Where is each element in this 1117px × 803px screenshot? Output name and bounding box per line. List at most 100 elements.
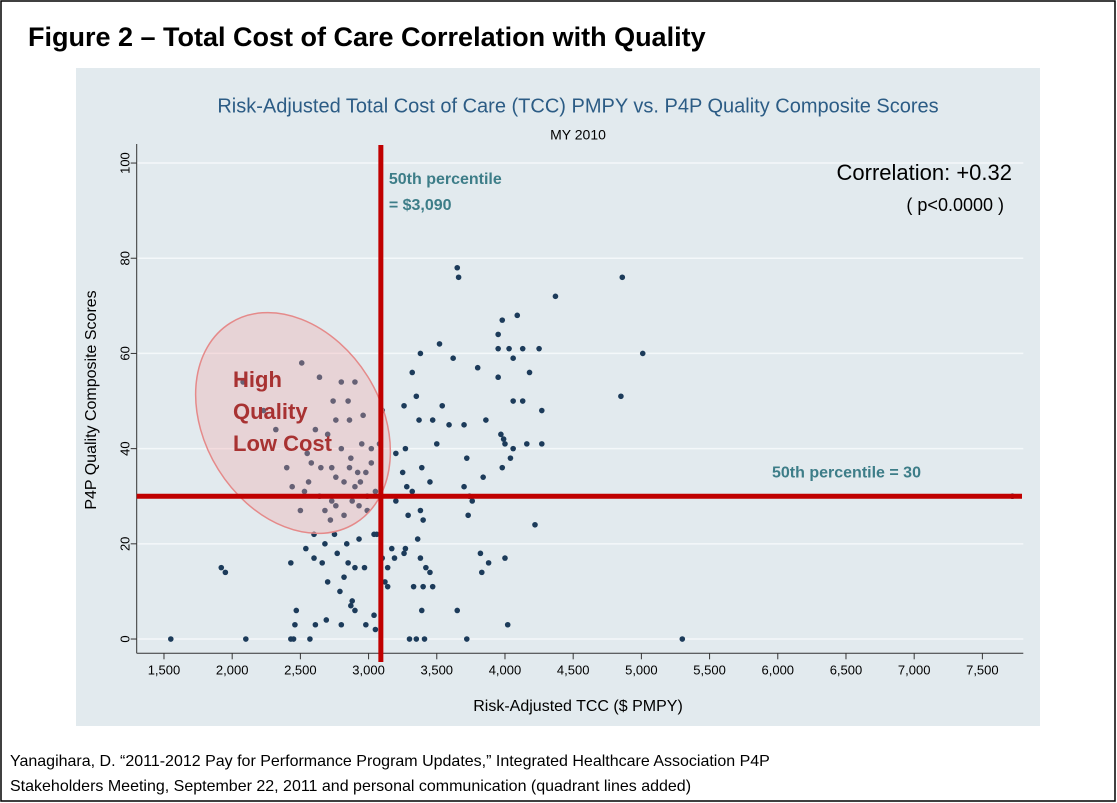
data-point (420, 517, 426, 523)
data-point (399, 469, 406, 476)
data-point (679, 636, 686, 642)
data-point (218, 564, 225, 571)
caption-line: Stakeholders Meeting, September 22, 2011… (10, 778, 691, 795)
data-point (338, 621, 345, 628)
data-point (352, 607, 358, 614)
data-point (427, 479, 433, 485)
y-tick-label: 20 (117, 537, 132, 551)
data-point (507, 455, 514, 461)
data-point (423, 564, 429, 571)
data-point (427, 569, 433, 576)
data-point (338, 379, 345, 385)
data-point (349, 498, 356, 504)
data-point (312, 621, 319, 628)
data-point (409, 369, 416, 376)
data-point (500, 436, 507, 442)
data-point (289, 483, 295, 490)
data-point (403, 483, 410, 490)
data-point (539, 441, 545, 447)
data-point (345, 398, 351, 404)
data-point (405, 512, 411, 519)
data-point (363, 469, 369, 476)
data-point (446, 422, 452, 428)
data-point (413, 393, 420, 400)
x-tick-label: 5,000 (625, 663, 658, 678)
x-tick-label: 7,000 (898, 663, 931, 678)
data-point (330, 398, 336, 404)
data-point (373, 531, 380, 538)
data-point (331, 531, 338, 538)
data-point (341, 512, 347, 519)
data-point (357, 479, 364, 485)
data-point (393, 498, 399, 504)
data-point (510, 355, 516, 361)
y-tick-label: 60 (117, 346, 132, 360)
chart-panel (76, 68, 1040, 726)
data-point (298, 360, 305, 366)
data-point (384, 564, 391, 571)
data-point (514, 312, 521, 319)
data-point (502, 555, 508, 561)
data-point (356, 502, 362, 509)
data-point (429, 417, 436, 423)
annotation: Correlation: +0.32 (837, 160, 1013, 185)
reference-label: 50th percentile = 30 (772, 464, 921, 481)
data-point (371, 612, 377, 619)
data-point (368, 445, 375, 452)
data-point (519, 398, 526, 404)
data-point (319, 560, 326, 566)
data-point (328, 464, 335, 471)
data-point (477, 550, 484, 557)
data-point (341, 479, 347, 485)
data-point (413, 636, 420, 642)
highlight-text: Quality (233, 399, 308, 424)
chart-title: Risk-Adjusted Total Cost of Care (TCC) P… (217, 95, 938, 117)
data-point (439, 402, 446, 409)
data-point (372, 626, 379, 633)
data-point (502, 441, 508, 447)
data-point (341, 574, 347, 580)
data-point (356, 536, 362, 542)
data-point (346, 417, 353, 423)
reference-label: 50th percentile (389, 171, 502, 188)
caption-line: Yanagihara, D. “2011-2012 Pay for Perfor… (10, 753, 770, 770)
y-tick-label: 80 (117, 251, 132, 265)
data-point (333, 474, 339, 480)
data-point (290, 636, 297, 642)
x-tick-label: 5,500 (693, 663, 726, 678)
data-point (526, 369, 533, 376)
plot-layer: 0 20 40 60 80 100 1,500 2,000 2,500 3,000 3,500 4,0… (117, 144, 1024, 678)
data-point (499, 317, 506, 323)
figure-title: Figure 2 – Total Cost of Care Correlatio… (28, 22, 706, 52)
highlight-text: High (233, 367, 282, 392)
data-point (429, 583, 436, 590)
data-point (368, 460, 375, 466)
data-point (240, 379, 246, 385)
data-point (393, 450, 399, 457)
data-point (292, 621, 298, 628)
data-point (324, 579, 331, 585)
data-point (168, 636, 174, 642)
data-point (333, 417, 339, 423)
data-point (328, 498, 335, 504)
data-point (402, 545, 409, 552)
data-point (391, 555, 398, 561)
x-tick-label: 2,000 (216, 663, 249, 678)
data-point (361, 564, 368, 571)
highlight-text: Low Cost (233, 431, 333, 456)
reference-label: = $3,090 (389, 197, 452, 214)
x-tick-label: 2,500 (284, 663, 317, 678)
data-point (474, 364, 481, 371)
y-tick-label: 0 (117, 635, 132, 642)
data-point (463, 455, 470, 461)
x-axis-title: Risk-Adjusted TCC ($ PMPY) (473, 698, 683, 715)
data-point (352, 564, 358, 571)
data-point (322, 541, 328, 547)
data-point (308, 460, 315, 466)
data-point (222, 569, 229, 576)
x-tick-label: 6,500 (830, 663, 863, 678)
data-point (417, 507, 424, 514)
data-point (519, 345, 526, 352)
data-point (322, 507, 328, 514)
data-point (273, 426, 279, 433)
